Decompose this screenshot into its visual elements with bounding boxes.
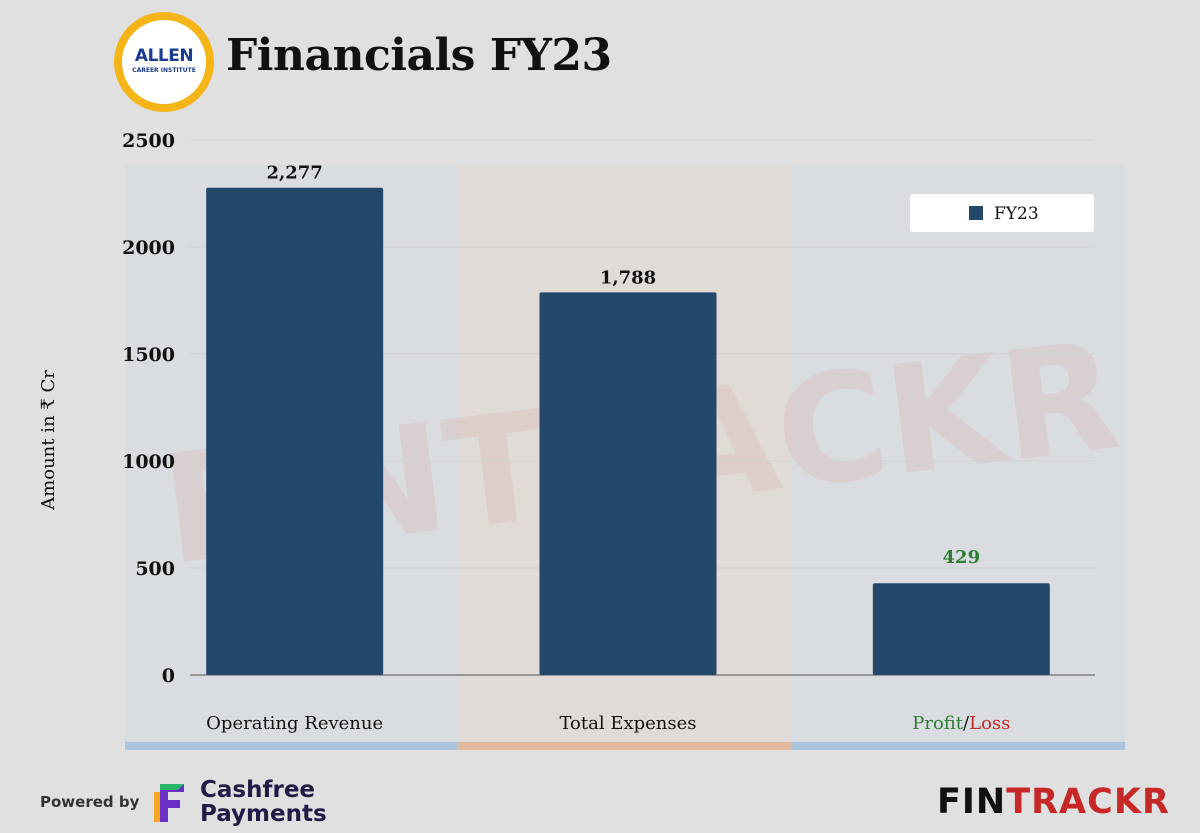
y-tick-label: 2000 bbox=[122, 237, 175, 259]
powered-by-label: Powered by bbox=[40, 793, 140, 811]
category-label: Operating Revenue bbox=[206, 713, 383, 734]
bar-value-label: 429 bbox=[943, 547, 981, 568]
bar bbox=[872, 583, 1050, 675]
y-tick-label: 2500 bbox=[122, 130, 175, 152]
legend-swatch bbox=[969, 206, 983, 220]
bar bbox=[206, 187, 384, 676]
powered-by-section: Powered by Cashfree Payments bbox=[40, 778, 340, 826]
y-tick-label: 1000 bbox=[122, 451, 175, 473]
legend-label: FY23 bbox=[994, 204, 1039, 224]
category-strip bbox=[458, 742, 792, 750]
legend-box bbox=[910, 194, 1094, 232]
fintrackr-brand-part2: TRACKR bbox=[1006, 782, 1170, 822]
page-title: Financials FY23 bbox=[226, 30, 612, 81]
logo-brand-text: ALLEN bbox=[134, 46, 194, 66]
cashfree-line1: Cashfree bbox=[200, 777, 316, 803]
cashfree-logo-icon bbox=[154, 784, 184, 822]
y-tick-label: 500 bbox=[135, 558, 175, 580]
bar-value-label: 1,788 bbox=[600, 267, 656, 288]
fintrackr-brand: FINTRACKR bbox=[937, 782, 1170, 822]
category-strip bbox=[125, 742, 459, 750]
y-axis-title: Amount in ₹ Cr bbox=[38, 370, 59, 511]
allen-logo: ALLEN CAREER INSTITUTE bbox=[114, 12, 214, 112]
bar-value-label: 2,277 bbox=[266, 163, 322, 184]
y-tick-label: 0 bbox=[162, 665, 175, 687]
category-label: Total Expenses bbox=[559, 713, 696, 734]
cashfree-payments-text: Cashfree Payments bbox=[200, 778, 327, 826]
bar bbox=[539, 292, 717, 675]
logo-sub-text: CAREER INSTITUTE bbox=[132, 67, 196, 74]
cashfree-line2: Payments bbox=[200, 801, 327, 827]
category-strip bbox=[791, 742, 1125, 750]
y-tick-label: 1500 bbox=[122, 344, 175, 366]
header: ALLEN CAREER INSTITUTE Financials FY23 bbox=[0, 0, 1200, 120]
category-label: Profit/Loss bbox=[912, 713, 1010, 734]
bar-chart: FINTRACKR05001000150020002500Amount in ₹… bbox=[38, 130, 1127, 750]
fintrackr-brand-part1: FIN bbox=[937, 782, 1007, 822]
